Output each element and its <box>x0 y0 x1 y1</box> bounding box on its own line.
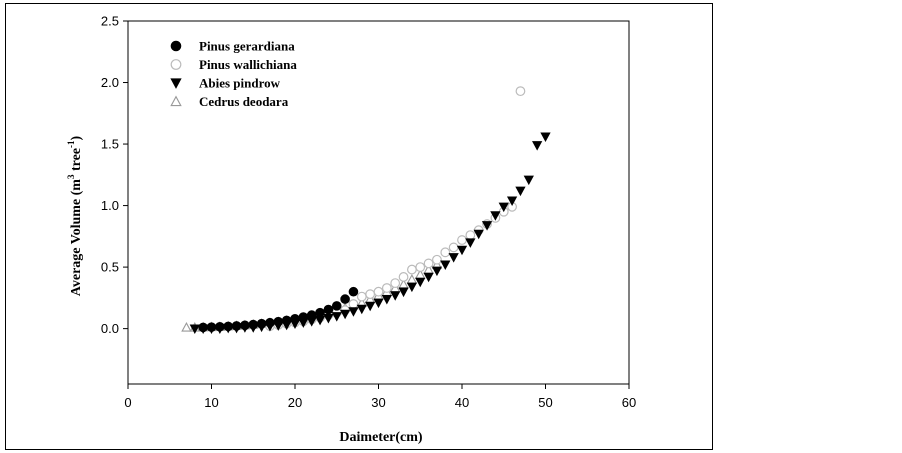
data-point <box>298 312 309 322</box>
data-point <box>215 321 225 332</box>
data-point <box>315 307 325 318</box>
x-ticks: 0 10 20 30 40 50 60 <box>124 384 636 410</box>
data-point <box>407 264 417 275</box>
y-axis-label-sup2: -1 <box>66 140 76 148</box>
y-tick-label: 2.0 <box>101 75 119 90</box>
data-point <box>440 247 451 258</box>
data-point <box>406 273 418 284</box>
data-point <box>248 319 259 330</box>
data-point <box>498 202 509 213</box>
data-point <box>373 298 384 309</box>
data-point <box>473 229 484 240</box>
data-point <box>465 238 476 248</box>
data-point <box>465 230 476 241</box>
legend-label: Abies pindrow <box>199 76 281 91</box>
data-point <box>423 272 434 283</box>
x-axis-label: Daimeter(cm) <box>339 430 423 445</box>
data-point <box>423 258 434 269</box>
data-point <box>348 286 359 297</box>
data-point <box>515 186 526 197</box>
data-point <box>448 253 459 263</box>
data-point <box>256 318 267 329</box>
data-point <box>348 299 359 309</box>
data-point <box>532 141 543 151</box>
data-point <box>523 175 534 186</box>
data-point <box>240 320 250 331</box>
data-point <box>490 211 501 221</box>
data-point <box>381 294 392 305</box>
data-point <box>281 315 292 326</box>
data-point <box>340 294 350 304</box>
legend-label: Pinus gerardiana <box>199 39 295 54</box>
data-point <box>381 283 392 293</box>
data-point <box>415 262 426 273</box>
legend-marker <box>170 78 182 89</box>
data-point <box>206 322 217 332</box>
figure-frame <box>5 3 713 450</box>
data-point <box>515 86 526 97</box>
data-point <box>373 286 384 297</box>
data-point <box>223 321 233 332</box>
x-tick-label: 30 <box>371 395 385 410</box>
data-point <box>331 301 342 311</box>
data-points <box>181 86 551 334</box>
data-point <box>198 322 208 333</box>
data-point <box>290 313 300 324</box>
data-point <box>540 132 551 143</box>
data-point <box>390 291 401 301</box>
data-point <box>365 301 376 312</box>
y-ticks: 0.0 0.5 1.0 1.5 2.0 2.5 <box>101 14 128 336</box>
data-point <box>456 245 468 256</box>
data-point <box>231 321 242 331</box>
data-point <box>398 287 409 298</box>
data-point <box>323 314 334 324</box>
data-point <box>339 309 351 320</box>
data-point <box>356 304 367 315</box>
data-point <box>331 312 342 322</box>
y-tick-label: 2.5 <box>101 14 119 29</box>
x-tick-label: 0 <box>124 395 131 410</box>
data-point <box>181 321 192 332</box>
data-point <box>448 242 459 253</box>
x-tick-label: 60 <box>622 395 636 410</box>
data-point <box>323 304 334 315</box>
legend-marker <box>170 40 182 52</box>
data-point <box>265 317 275 328</box>
data-point <box>365 289 376 300</box>
x-tick-label: 50 <box>538 395 552 410</box>
data-point <box>481 221 493 231</box>
data-point <box>189 324 200 334</box>
data-point <box>306 310 317 320</box>
legend-marker <box>170 95 182 107</box>
x-tick-label: 10 <box>204 395 218 410</box>
y-tick-label: 1.0 <box>101 198 119 213</box>
legend-label: Cedrus deodara <box>199 94 289 109</box>
data-point <box>415 277 426 288</box>
data-point <box>432 254 442 265</box>
data-point <box>390 278 401 288</box>
data-point <box>273 316 284 327</box>
legend: Pinus gerardiana Pinus wallichiana Abies p… <box>170 39 297 109</box>
x-tick-label: 20 <box>288 395 302 410</box>
data-point <box>356 291 367 302</box>
y-tick-label: 1.5 <box>101 137 119 152</box>
data-point <box>457 235 467 245</box>
data-point <box>348 307 359 317</box>
y-axis-label: Average Volume (m3 tree-1) <box>66 135 84 296</box>
y-tick-label: 0.0 <box>101 321 119 336</box>
y-tick-label: 0.5 <box>101 260 119 275</box>
data-point <box>440 260 451 270</box>
x-tick-label: 40 <box>455 395 469 410</box>
data-point <box>431 266 443 277</box>
data-point <box>506 196 518 207</box>
data-point <box>398 272 409 282</box>
legend-label: Pinus wallichiana <box>199 57 297 72</box>
y-axis-label-prefix: Average Volume (m <box>69 179 84 296</box>
y-axis-label-suffix: ) <box>69 135 84 140</box>
y-axis-label-mid: tree <box>69 148 84 175</box>
y-axis-label-sup1: 3 <box>66 174 76 179</box>
data-point <box>406 282 418 293</box>
legend-marker <box>170 59 182 70</box>
